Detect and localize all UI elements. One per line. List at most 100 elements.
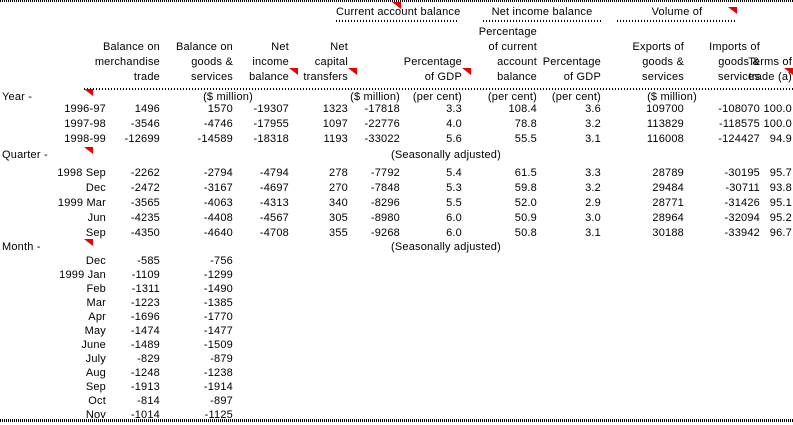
units-label: (per cent) bbox=[551, 91, 601, 103]
row-label: Apr bbox=[88, 311, 106, 323]
comment-marker-icon[interactable] bbox=[728, 7, 737, 14]
cell-exports-goods-services: 28789 bbox=[652, 167, 684, 179]
header-line: services bbox=[642, 71, 684, 83]
comment-marker-icon[interactable] bbox=[84, 147, 93, 154]
comment-marker-icon[interactable] bbox=[348, 68, 357, 75]
units-label: (per cent) bbox=[412, 91, 462, 103]
cell-balance-goods-services: -1509 bbox=[203, 339, 233, 351]
cell-imports-goods-services: -31426 bbox=[724, 197, 760, 209]
cell-net-income-balance: -4708 bbox=[259, 227, 289, 239]
cell-current-account-pct-gdp: 5.4 bbox=[446, 167, 462, 179]
header-line: Exports of bbox=[632, 41, 684, 53]
header-line: Balance on bbox=[102, 41, 160, 53]
cell-current-account-balance-million: -22776 bbox=[364, 118, 400, 130]
cell-balance-goods-services: -1477 bbox=[203, 325, 233, 337]
cell-balance-merchandise-trade: -1913 bbox=[130, 381, 160, 393]
cell-net-income-balance: -4697 bbox=[259, 182, 289, 194]
row-label: July bbox=[85, 353, 106, 365]
row-label: 1999 Jan bbox=[59, 269, 106, 281]
cell-balance-goods-services: -3167 bbox=[203, 182, 233, 194]
cell-net-income-pct-current-account: 61.5 bbox=[514, 167, 537, 179]
cell-net-income-pct-gdp: 3.2 bbox=[585, 118, 601, 130]
cell-balance-goods-services: -1299 bbox=[203, 269, 233, 281]
row-label: 1998-99 bbox=[64, 133, 106, 145]
header-line: merchandise bbox=[94, 56, 160, 68]
cell-balance-merchandise-trade: -1248 bbox=[130, 367, 160, 379]
comment-marker-icon[interactable] bbox=[84, 89, 93, 96]
cell-balance-goods-services: 1570 bbox=[207, 103, 233, 115]
header-line: Percentage bbox=[403, 56, 462, 68]
cell-current-account-balance-million: -8980 bbox=[370, 212, 400, 224]
cell-balance-merchandise-trade: -814 bbox=[137, 395, 160, 407]
cell-net-income-pct-gdp: 3.6 bbox=[585, 103, 601, 115]
cell-net-income-pct-current-account: 52.0 bbox=[514, 197, 537, 209]
cell-net-capital-transfers: 1097 bbox=[322, 118, 348, 130]
row-label: 1998 Sep bbox=[57, 167, 106, 179]
cell-terms-of-trade: 100.0 bbox=[763, 118, 792, 130]
cell-balance-merchandise-trade: -1474 bbox=[130, 325, 160, 337]
cell-net-capital-transfers: 270 bbox=[329, 182, 348, 194]
cell-terms-of-trade: 95.1 bbox=[769, 197, 792, 209]
cell-terms-of-trade: 96.7 bbox=[769, 227, 792, 239]
units-label: ($ million) bbox=[203, 91, 253, 103]
header-line: services bbox=[718, 71, 760, 83]
cell-terms-of-trade: 93.8 bbox=[769, 182, 792, 194]
column-header-net-income-balance: Net income balance bbox=[249, 40, 298, 85]
header-line: account bbox=[497, 56, 537, 68]
row-label: 1996-97 bbox=[64, 103, 106, 115]
cell-exports-goods-services: 116008 bbox=[646, 133, 684, 145]
cell-net-income-balance: -4313 bbox=[259, 197, 289, 209]
row-label: Feb bbox=[86, 283, 106, 295]
cell-balance-goods-services: -897 bbox=[210, 395, 233, 407]
comment-marker-icon[interactable] bbox=[392, 2, 401, 9]
cell-balance-merchandise-trade: -585 bbox=[137, 255, 160, 267]
group-header-label: Current account balance bbox=[336, 6, 461, 18]
cell-net-capital-transfers: 340 bbox=[329, 197, 348, 209]
cell-balance-merchandise-trade: -3565 bbox=[130, 197, 160, 209]
header-line: Balance on bbox=[175, 41, 233, 53]
cell-terms-of-trade: 94.9 bbox=[769, 133, 792, 145]
cell-balance-merchandise-trade: -1223 bbox=[130, 297, 160, 309]
cell-current-account-balance-million: -8296 bbox=[370, 197, 400, 209]
group-header-net-income-balance: Net income balance bbox=[483, 6, 601, 18]
cell-current-account-pct-gdp: 6.0 bbox=[446, 227, 462, 239]
cell-net-income-balance: -18318 bbox=[253, 133, 289, 145]
cell-imports-goods-services: -30195 bbox=[724, 167, 760, 179]
cell-imports-goods-services: -108070 bbox=[718, 103, 760, 115]
comment-marker-icon[interactable] bbox=[84, 239, 93, 246]
cell-current-account-pct-gdp: 5.6 bbox=[446, 133, 462, 145]
comment-marker-icon[interactable] bbox=[462, 68, 471, 75]
cell-net-income-pct-current-account: 50.8 bbox=[514, 227, 537, 239]
header-line: of current bbox=[488, 41, 537, 53]
row-label: Dec bbox=[85, 182, 106, 194]
comment-marker-icon[interactable] bbox=[784, 68, 793, 75]
cell-balance-merchandise-trade: 1496 bbox=[134, 103, 160, 115]
cell-current-account-pct-gdp: 4.0 bbox=[446, 118, 462, 130]
cell-net-income-pct-gdp: 3.3 bbox=[585, 167, 601, 179]
cell-current-account-pct-gdp: 5.5 bbox=[446, 197, 462, 209]
cell-exports-goods-services: 109700 bbox=[646, 103, 684, 115]
comment-marker-icon[interactable] bbox=[289, 68, 298, 75]
row-label: May bbox=[84, 325, 106, 337]
cell-balance-goods-services: -1238 bbox=[203, 367, 233, 379]
cell-net-income-balance: -19307 bbox=[253, 103, 289, 115]
cell-balance-merchandise-trade: -2262 bbox=[130, 167, 160, 179]
cell-net-income-balance: -4567 bbox=[259, 212, 289, 224]
cell-net-capital-transfers: 1323 bbox=[322, 103, 348, 115]
cell-net-income-pct-gdp: 3.1 bbox=[585, 133, 601, 145]
cell-net-capital-transfers: 355 bbox=[329, 227, 348, 239]
cell-net-capital-transfers: 1193 bbox=[323, 133, 348, 145]
section-label-quarter: Quarter - bbox=[2, 149, 48, 161]
header-line: capital bbox=[314, 56, 348, 68]
cell-net-income-pct-current-account: 108.4 bbox=[508, 103, 537, 115]
group-header-current-account-balance: Current account balance bbox=[336, 6, 461, 18]
cell-balance-goods-services: -4408 bbox=[203, 212, 233, 224]
cell-balance-merchandise-trade: -1311 bbox=[131, 283, 160, 295]
header-line: Percentage bbox=[478, 26, 537, 38]
cell-imports-goods-services: -30711 bbox=[725, 182, 760, 194]
column-header-net-income-pct-gdp: Percentage of GDP bbox=[543, 55, 601, 85]
group-header-volume-of: Volume of bbox=[617, 6, 737, 18]
cell-balance-goods-services: -4746 bbox=[203, 118, 233, 130]
header-line: goods & bbox=[191, 56, 233, 68]
cell-net-income-pct-gdp: 2.9 bbox=[585, 197, 601, 209]
